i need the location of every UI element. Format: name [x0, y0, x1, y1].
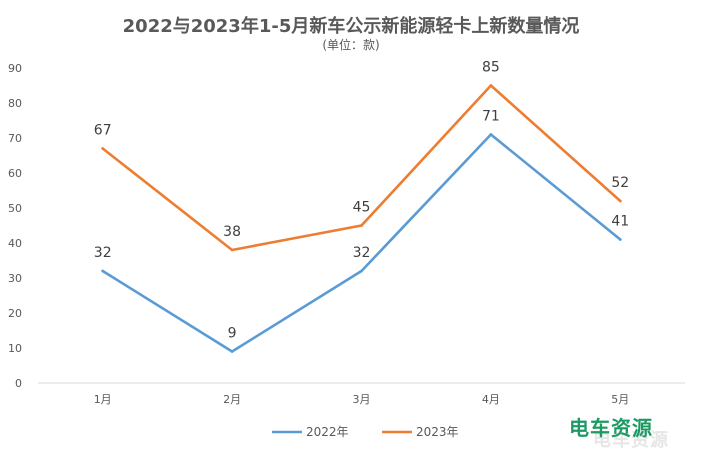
- data-label: 32: [353, 245, 371, 261]
- y-tick-label: 0: [15, 377, 22, 390]
- watermark-logo: 电车资源 电车资源: [569, 412, 689, 451]
- data-label: 32: [94, 245, 112, 261]
- data-label: 52: [611, 175, 629, 191]
- data-label: 41: [611, 214, 629, 230]
- series-line-1: [101, 133, 622, 353]
- data-point: [360, 224, 363, 227]
- data-label: 71: [482, 109, 500, 125]
- data-point: [618, 238, 622, 241]
- watermark-shadow: 电车资源: [593, 430, 669, 451]
- y-tick-label: 80: [8, 97, 22, 110]
- data-label: 85: [482, 60, 500, 76]
- y-tick-label: 40: [8, 237, 22, 250]
- data-point: [230, 350, 234, 353]
- data-point: [101, 147, 105, 150]
- y-tick-label: 90: [8, 62, 22, 75]
- x-tick-label: 3月: [353, 393, 371, 406]
- watermark-text: 电车资源: [569, 416, 653, 440]
- chart-subtitle: (单位：款): [322, 38, 380, 52]
- data-label: 45: [353, 200, 371, 216]
- data-point: [489, 84, 493, 87]
- y-tick-label: 60: [8, 167, 22, 180]
- data-point: [101, 269, 105, 273]
- y-tick-label: 50: [8, 202, 22, 215]
- y-tick-label: 20: [8, 307, 22, 320]
- data-label: 38: [223, 224, 241, 240]
- legend-label: 2022年: [306, 425, 349, 439]
- data-point: [489, 133, 493, 136]
- data-label: 9: [228, 326, 237, 342]
- data-label: 67: [94, 123, 112, 139]
- y-tick-label: 30: [8, 272, 22, 285]
- x-tick-label: 4月: [482, 393, 500, 406]
- x-tick-label: 5月: [611, 393, 629, 406]
- data-point: [618, 199, 622, 203]
- data-point: [360, 269, 363, 273]
- y-tick-label: 10: [8, 342, 22, 355]
- chart-title: 2022与2023年1-5月新车公示新能源轻卡上新数量情况: [122, 16, 580, 37]
- data-point: [230, 248, 234, 252]
- legend-label: 2023年: [416, 425, 459, 439]
- x-tick-label: 2月: [223, 393, 241, 406]
- x-tick-label: 1月: [94, 393, 112, 406]
- y-tick-label: 70: [8, 132, 22, 145]
